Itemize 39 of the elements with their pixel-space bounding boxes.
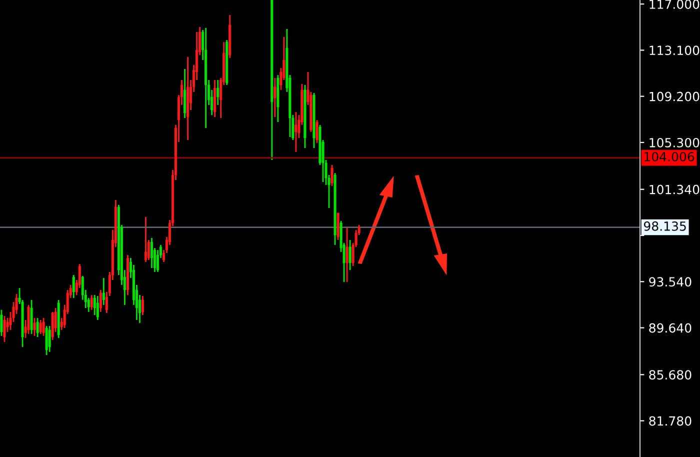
y-tick-label: 113.100 (650, 46, 700, 56)
candlestick (214, 79, 216, 118)
candlestick (156, 249, 160, 273)
candlestick (99, 289, 102, 313)
candlestick (216, 79, 220, 106)
candlestick (150, 237, 153, 269)
candlestick (36, 317, 39, 338)
candlestick (274, 77, 276, 118)
candlestick (144, 216, 147, 263)
candlestick (30, 299, 33, 335)
candlestick (33, 317, 36, 337)
candlestick (93, 294, 96, 316)
candlestick (316, 119, 318, 144)
candlestick (48, 325, 51, 353)
ref-line-label: 98.135 (644, 221, 686, 231)
y-tick-label: 89.640 (649, 323, 692, 333)
y-tick-label: 93.540 (649, 277, 692, 287)
y-tick-label: 81.780 (649, 416, 692, 426)
candlestick (102, 277, 105, 306)
candlestick (0, 309, 3, 337)
candlestick (346, 226, 348, 283)
candlestick (184, 68, 186, 119)
y-tick-label: 105.300 (650, 138, 700, 148)
candlestick (3, 315, 6, 343)
y-tick-label: 85.680 (649, 370, 692, 380)
y-tick-label: 109.200 (650, 92, 700, 102)
candlestick (42, 317, 45, 337)
candlestick (39, 319, 42, 335)
ref-line-label: 104.006 (644, 152, 694, 162)
candlestick (294, 111, 298, 153)
y-tick-label: 101.340 (650, 184, 700, 194)
candlestick (72, 274, 75, 299)
candlestick (141, 295, 144, 316)
candlestick (348, 239, 352, 271)
candlestick (90, 294, 93, 311)
candlestick (27, 304, 30, 335)
candlestick (330, 164, 334, 187)
candlestick (96, 295, 99, 321)
candlestick (45, 325, 48, 356)
